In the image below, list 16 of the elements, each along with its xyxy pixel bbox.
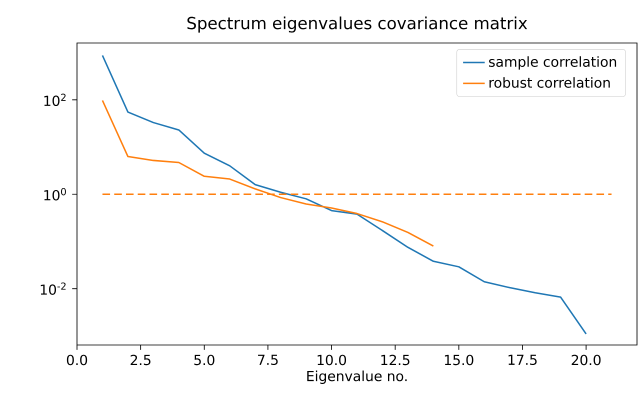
x-tick-label: 10.0 [318,354,346,366]
x-tick-label: 2.5 [130,354,150,366]
x-tick-label: 5.0 [194,354,214,366]
x-tick-label: 12.5 [381,354,410,366]
legend-label: sample correlation [489,56,616,70]
chart-title: Spectrum eigenvalues covariance matrix [187,16,528,33]
x-tick-label: 7.5 [258,354,278,366]
x-axis-title: Eigenvalue no. [307,370,407,384]
x-tick-label: 17.5 [508,354,537,366]
x-tick-label: 15.0 [444,354,474,366]
y-tick-label: 10$^{2}$ [44,94,66,106]
x-tick-label: 20.0 [572,354,601,366]
x-tick-label: 0.0 [66,354,88,366]
y-tick-label: 10$^{0}$ [44,188,66,200]
y-tick-label: 10$^{-2}$ [40,282,66,295]
legend-label: robust correlation [490,77,610,88]
